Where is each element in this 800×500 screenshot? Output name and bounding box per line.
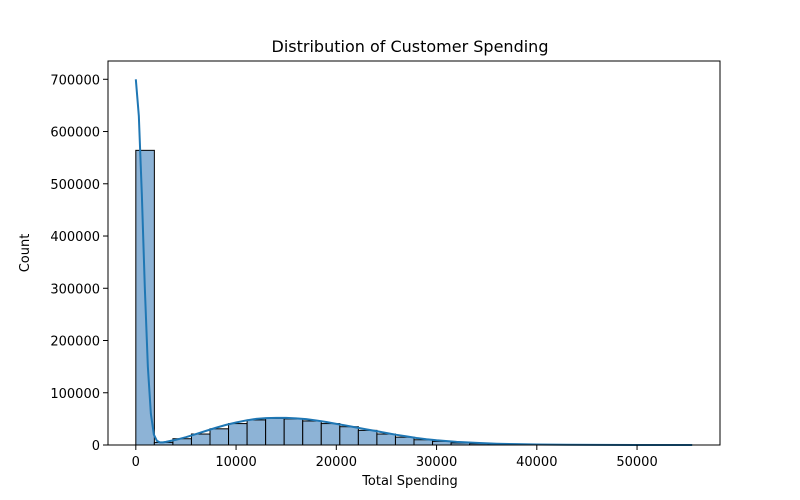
x-tick-label: 30000: [416, 455, 457, 470]
y-tick-label: 500000: [50, 178, 100, 193]
histogram-bar: [209, 428, 230, 446]
y-axis-label: Count: [18, 234, 33, 273]
histogram-bar: [339, 426, 359, 446]
kde-curve: [134, 79, 693, 446]
x-tick-label: 20000: [316, 455, 357, 470]
histogram-bar: [265, 417, 285, 446]
x-axis-label: Total Spending: [361, 474, 458, 489]
plot-frame: [107, 60, 721, 446]
histogram-bar: [228, 423, 248, 446]
histogram-bar: [357, 429, 378, 446]
y-tick-label: 200000: [50, 335, 100, 350]
y-tick-label: 100000: [50, 387, 100, 402]
chart-title: Distribution of Customer Spending: [272, 37, 549, 56]
y-tick-label: 300000: [50, 282, 100, 297]
histogram-bar: [246, 419, 267, 446]
y-axis: 0 100000 200000 300000 400000 500000 600000 700…: [50, 73, 108, 454]
histogram-bar: [302, 420, 322, 446]
histogram-bar: [376, 433, 396, 446]
y-tick-label: 400000: [50, 230, 100, 245]
x-tick-label: 50000: [616, 455, 657, 470]
bars-layer: [135, 149, 693, 446]
histogram-bar: [190, 433, 211, 446]
x-tick-label: 40000: [516, 455, 557, 470]
histogram-bar: [394, 436, 415, 446]
y-tick-label: 700000: [50, 73, 100, 88]
y-tick-label: 0: [92, 439, 100, 454]
x-tick-label: 10000: [215, 455, 256, 470]
x-axis: 0 10000 20000 30000 40000 50000: [132, 445, 658, 470]
x-tick-label: 0: [132, 455, 140, 470]
histogram-bar: [320, 423, 341, 446]
y-tick-label: 600000: [50, 126, 100, 141]
histogram-bar: [283, 418, 304, 446]
